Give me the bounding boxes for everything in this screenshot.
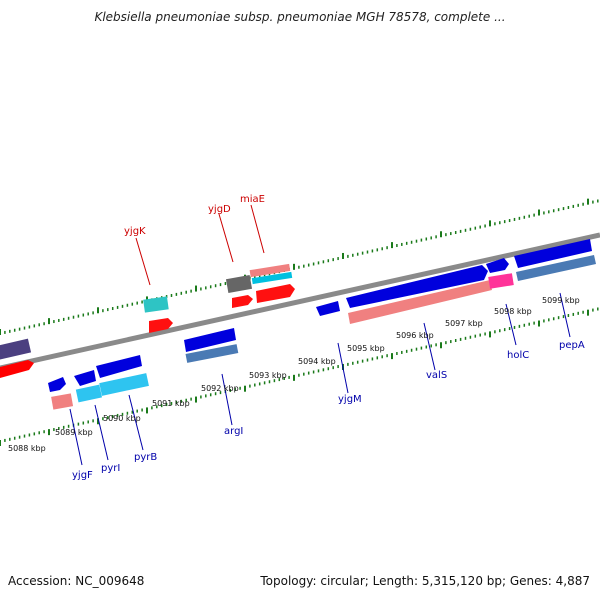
gene-feature (75, 384, 102, 403)
scale-label: 5099 kbp (542, 296, 580, 305)
gene-feature (48, 377, 66, 392)
gene-label[interactable]: holC (507, 350, 529, 361)
reverse-gene-labels: yjgF pyrI pyrB argI yjgM valS holC pepA (72, 340, 585, 481)
gene-feature (99, 373, 149, 396)
scale-label: 5089 kbp (55, 428, 93, 437)
gene-feature (232, 295, 253, 308)
gene-feature (346, 265, 488, 308)
gene-label[interactable]: valS (426, 370, 447, 381)
map-title: Klebsiella pneumoniae subsp. pneumoniae … (94, 10, 506, 24)
gene-label[interactable]: pyrI (101, 463, 120, 474)
gene-feature (225, 275, 253, 293)
gene-label[interactable]: pepA (559, 340, 585, 351)
gene-feature (316, 301, 340, 316)
scale-label: 5088 kbp (8, 444, 46, 453)
genome-backbone (0, 232, 600, 371)
gene-feature (251, 271, 293, 285)
reverse-genes (48, 239, 596, 410)
scale-label: 5096 kbp (396, 331, 434, 340)
gene-feature (514, 239, 592, 268)
scale-label: 5090 kbp (103, 414, 141, 423)
gene-label[interactable]: yjgF (72, 470, 93, 481)
gene-feature (348, 280, 492, 324)
gene-feature (486, 258, 509, 273)
scale-label: 5091 kbp (152, 399, 190, 408)
gene-feature (256, 284, 295, 303)
gene-feature (74, 370, 96, 386)
tick-tracks (0, 198, 599, 446)
scale-label: 5097 kbp (445, 319, 483, 328)
forward-gene-labels: yjgK yjgD miaE (124, 194, 265, 237)
label-leaders (69, 204, 571, 466)
scale-label: 5098 kbp (494, 307, 532, 316)
scale-label: 5095 kbp (347, 344, 385, 353)
accession-text: Accession: NC_009648 (8, 574, 145, 588)
gene-feature (96, 355, 142, 378)
scale-label: 5094 kbp (298, 357, 336, 366)
scale-label: 5092 kbp (201, 384, 239, 393)
gene-feature (0, 338, 32, 361)
gene-label[interactable]: yjgD (208, 204, 231, 215)
gene-feature (184, 328, 236, 352)
forward-genes (0, 263, 295, 378)
scale-labels: 5088 kbp 5089 kbp 5090 kbp 5091 kbp 5092… (8, 296, 580, 453)
gene-label[interactable]: pyrB (134, 452, 157, 463)
gene-feature (0, 360, 34, 378)
gene-feature (51, 393, 74, 410)
gene-feature (488, 273, 514, 289)
gene-label[interactable]: yjgK (124, 226, 146, 237)
scale-label: 5093 kbp (249, 371, 287, 380)
gene-feature (185, 344, 239, 363)
gene-label[interactable]: yjgM (338, 394, 362, 405)
gene-feature (143, 296, 169, 313)
gene-feature (149, 318, 173, 333)
gene-label[interactable]: miaE (240, 194, 265, 205)
gene-feature (249, 263, 291, 278)
gene-label[interactable]: argI (224, 426, 243, 437)
gene-feature (516, 255, 596, 281)
genome-summary-text: Topology: circular; Length: 5,315,120 bp… (260, 574, 590, 588)
